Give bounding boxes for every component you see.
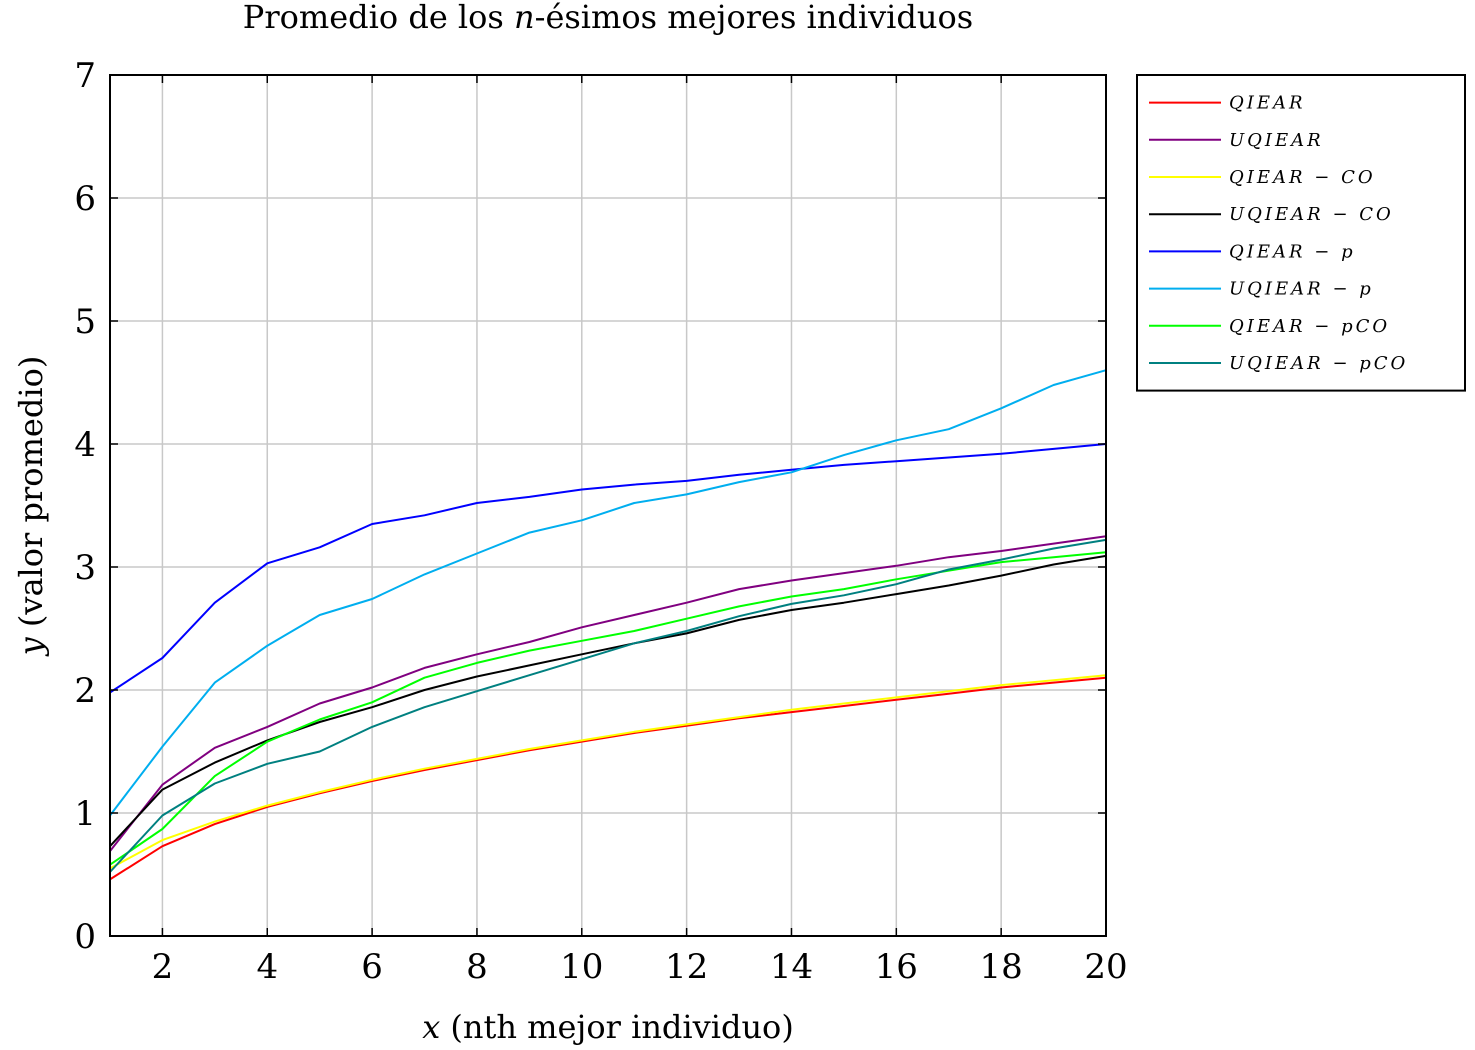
legend-entry: UQIEAR	[1229, 130, 1324, 151]
legend-entry: UQIEAR − CO	[1229, 204, 1394, 225]
x-tick-label: 12	[665, 947, 708, 987]
x-tick-label: 6	[361, 947, 383, 987]
x-tick-label: 2	[152, 947, 174, 987]
x-tick-label: 20	[1084, 947, 1127, 987]
legend: QIEAR UQIEAR QIEAR − CO UQIEAR − CO QIEAR − …	[1136, 74, 1466, 392]
series-line	[109, 551, 1107, 866]
y-tick-label: 7	[74, 56, 96, 96]
legend-entry: QIEAR	[1229, 93, 1306, 114]
legend-entry: UQIEAR − pCO	[1229, 353, 1408, 374]
legend-box	[1136, 74, 1466, 392]
y-tick-label: 1	[74, 794, 96, 834]
series-line	[109, 535, 1107, 852]
series-line	[109, 674, 1107, 870]
legend-entry: QIEAR − p	[1229, 241, 1356, 262]
series-lines	[109, 369, 1107, 881]
chart-title: Promedio de los n-ésimos mejores individ…	[243, 0, 973, 36]
series-line	[109, 676, 1107, 881]
x-tick-label: 10	[560, 947, 603, 987]
plot-frame	[109, 74, 1107, 937]
series-line	[109, 443, 1107, 694]
x-tick-label: 14	[770, 947, 813, 987]
y-tick-label: 4	[74, 425, 96, 465]
y-tick-label: 2	[74, 671, 96, 711]
x-tick-label: 8	[466, 947, 488, 987]
x-tick-label: 16	[875, 947, 918, 987]
grid	[110, 75, 1106, 936]
legend-entry: QIEAR − CO	[1229, 167, 1376, 188]
x-tick-label: 4	[256, 947, 278, 987]
y-tick-label: 0	[74, 917, 96, 957]
y-tick-label: 5	[74, 302, 96, 342]
y-axis-label: y (valor promedio)	[12, 356, 50, 658]
series-line	[109, 369, 1107, 817]
x-axis-label: x (nth mejor individuo)	[422, 1008, 794, 1046]
legend-entry: UQIEAR − p	[1229, 279, 1374, 300]
series-line	[109, 554, 1107, 847]
x-tick-label: 18	[980, 947, 1023, 987]
y-tick-label: 6	[74, 179, 96, 219]
legend-entry: QIEAR − pCO	[1229, 316, 1390, 337]
series-line	[109, 538, 1107, 873]
y-tick-label: 3	[74, 548, 96, 588]
